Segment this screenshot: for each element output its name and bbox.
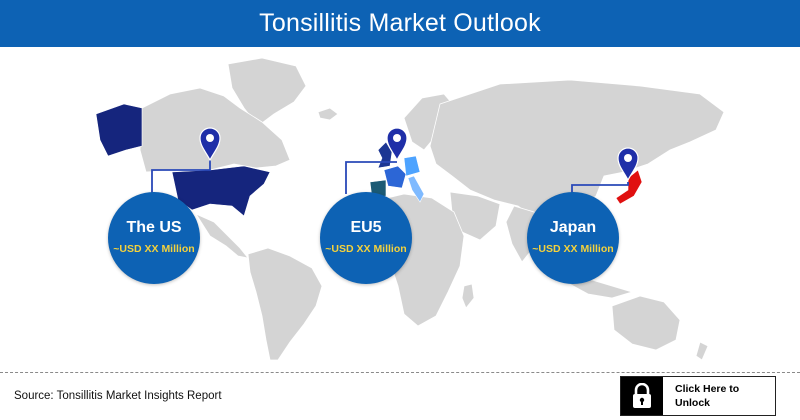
russia-asia [429, 79, 725, 227]
map-pins [199, 127, 639, 182]
page-title: Tonsillitis Market Outlook [259, 9, 541, 37]
france-highlight [383, 165, 407, 189]
indonesia [564, 279, 634, 299]
region-label: EU5 [350, 219, 382, 236]
region-label: The US [126, 219, 182, 236]
germany-highlight [403, 155, 421, 177]
iceland [317, 107, 339, 121]
footer-divider [0, 372, 800, 373]
land-masses [139, 57, 725, 361]
us-market-bubble: The US ~USD XX Million [108, 192, 200, 284]
unlock-label: Click Here to Unlock [675, 383, 740, 409]
title-banner: Tonsillitis Market Outlook [0, 0, 800, 47]
source-citation: Source: Tonsillitis Market Insights Repo… [14, 390, 222, 402]
central-america [194, 213, 249, 259]
connector-eu5 [345, 161, 397, 194]
japan-highlight [615, 169, 643, 205]
japan-market-bubble: Japan ~USD XX Million [527, 192, 619, 284]
connector-us [151, 160, 211, 204]
unlock-button[interactable]: Click Here to Unlock [620, 376, 776, 416]
region-label: Japan [549, 219, 597, 236]
market-value: ~USD XX Million [325, 243, 407, 255]
new-zealand [695, 341, 709, 361]
eu5-market-bubble: EU5 ~USD XX Million [320, 192, 412, 284]
highlighted-countries [95, 103, 643, 217]
market-value: ~USD XX Million [532, 243, 614, 255]
alaska-highlight [95, 103, 143, 157]
south-america [247, 247, 323, 361]
connector-lines [151, 160, 629, 204]
map-pin-icon [199, 127, 221, 162]
map-pin-icon [386, 127, 408, 162]
australia [611, 295, 681, 351]
connector-japan [571, 182, 629, 194]
greenland [227, 57, 307, 127]
lock-icon [621, 377, 663, 415]
map-pin-icon [617, 147, 639, 182]
italy-highlight [407, 175, 425, 203]
madagascar [461, 283, 475, 309]
market-value: ~USD XX Million [113, 243, 195, 255]
